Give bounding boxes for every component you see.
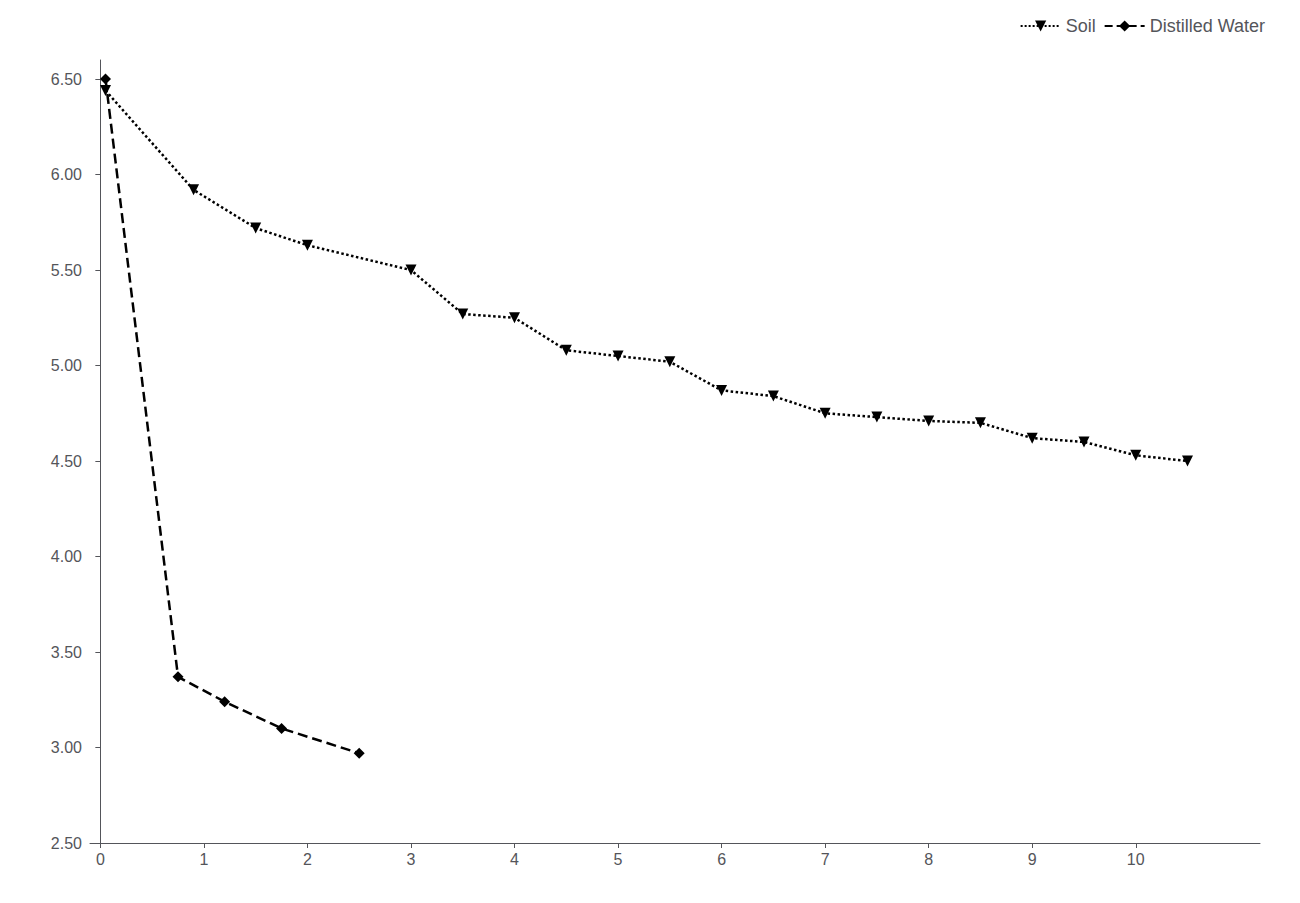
svg-text:4: 4 <box>510 851 519 868</box>
svg-text:0: 0 <box>96 851 105 868</box>
svg-text:1: 1 <box>199 851 208 868</box>
svg-text:3.50: 3.50 <box>51 644 82 661</box>
svg-text:8: 8 <box>924 851 933 868</box>
svg-text:10: 10 <box>1127 851 1145 868</box>
svg-text:5: 5 <box>614 851 623 868</box>
svg-text:3: 3 <box>407 851 416 868</box>
svg-text:2.50: 2.50 <box>51 835 82 852</box>
svg-text:5.00: 5.00 <box>51 357 82 374</box>
svg-text:4.00: 4.00 <box>51 548 82 565</box>
svg-text:4.50: 4.50 <box>51 453 82 470</box>
svg-text:5.50: 5.50 <box>51 262 82 279</box>
svg-text:9: 9 <box>1028 851 1037 868</box>
svg-text:6.00: 6.00 <box>51 166 82 183</box>
svg-text:3.00: 3.00 <box>51 739 82 756</box>
svg-text:6: 6 <box>717 851 726 868</box>
svg-text:Soil: Soil <box>1066 16 1096 36</box>
svg-text:7: 7 <box>821 851 830 868</box>
svg-text:2: 2 <box>303 851 312 868</box>
svg-text:6.50: 6.50 <box>51 71 82 88</box>
svg-text:Distilled Water: Distilled Water <box>1150 16 1265 36</box>
